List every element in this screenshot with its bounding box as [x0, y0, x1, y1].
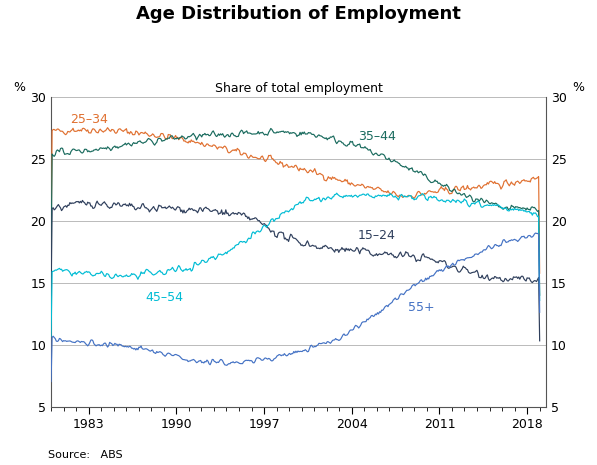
- Text: Age Distribution of Employment: Age Distribution of Employment: [136, 5, 461, 23]
- Title: Share of total employment: Share of total employment: [214, 81, 383, 94]
- Text: 25–34: 25–34: [70, 113, 107, 126]
- Text: 55+: 55+: [408, 301, 435, 314]
- Text: 15–24: 15–24: [358, 229, 396, 242]
- Text: %: %: [13, 81, 25, 94]
- Text: 35–44: 35–44: [358, 130, 396, 143]
- Text: 45–54: 45–54: [145, 291, 183, 304]
- Text: %: %: [572, 81, 584, 94]
- Text: Source:   ABS: Source: ABS: [48, 450, 122, 460]
